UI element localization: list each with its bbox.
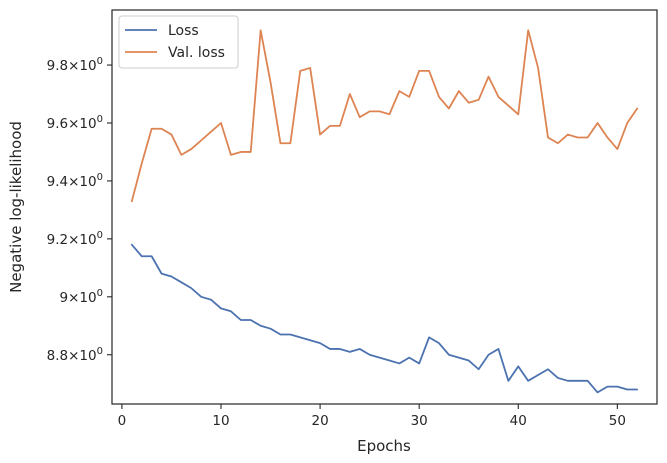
x-tick-label: 10: [212, 413, 229, 429]
y-tick-label: 9.6×100: [47, 114, 103, 132]
y-tick-label: 8.8×100: [47, 346, 103, 364]
legend-label-loss: Loss: [168, 23, 199, 39]
plot-frame: [111, 9, 658, 405]
legend-box: [118, 15, 239, 69]
series-layer: [130, 29, 639, 394]
y-axis-label: Negative log-likelihood: [7, 121, 25, 293]
x-axis: 0 10 20 30 40 50: [118, 404, 626, 429]
x-tick-label: 20: [311, 413, 328, 429]
x-tick-label: 30: [411, 413, 428, 429]
x-tick-label: 0: [118, 413, 127, 429]
legend: Loss Val. loss: [118, 15, 239, 69]
y-axis: 8.8×100 9×100 9.2×100 9.4×100 9.6×100 9.8×100: [47, 56, 112, 364]
series-line-val-loss: [130, 29, 639, 203]
series-line-loss: [130, 243, 639, 394]
y-tick-label: 9.4×100: [47, 172, 103, 190]
y-tick-label: 9.8×100: [47, 56, 103, 74]
x-tick-label: 40: [510, 413, 527, 429]
legend-label-val-loss: Val. loss: [168, 45, 225, 61]
y-tick-label: 9×100: [60, 288, 103, 306]
x-axis-label: Epochs: [357, 437, 411, 455]
x-tick-label: 50: [609, 413, 626, 429]
y-tick-label: 9.2×100: [47, 230, 103, 248]
